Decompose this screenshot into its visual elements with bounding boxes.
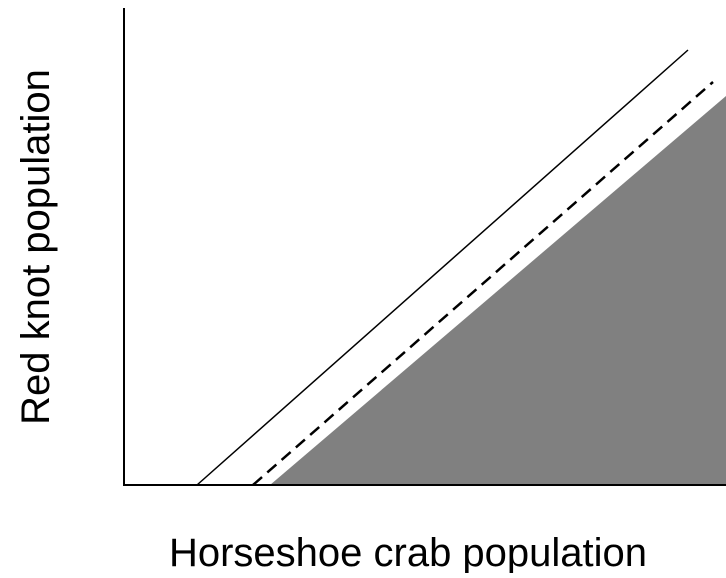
- dashed-line: [252, 81, 714, 486]
- shaded-region: [270, 96, 726, 485]
- y-axis-label: Red knot population: [14, 69, 58, 425]
- x-axis-label: Horseshoe crab population: [169, 531, 647, 573]
- solid-line: [196, 49, 689, 486]
